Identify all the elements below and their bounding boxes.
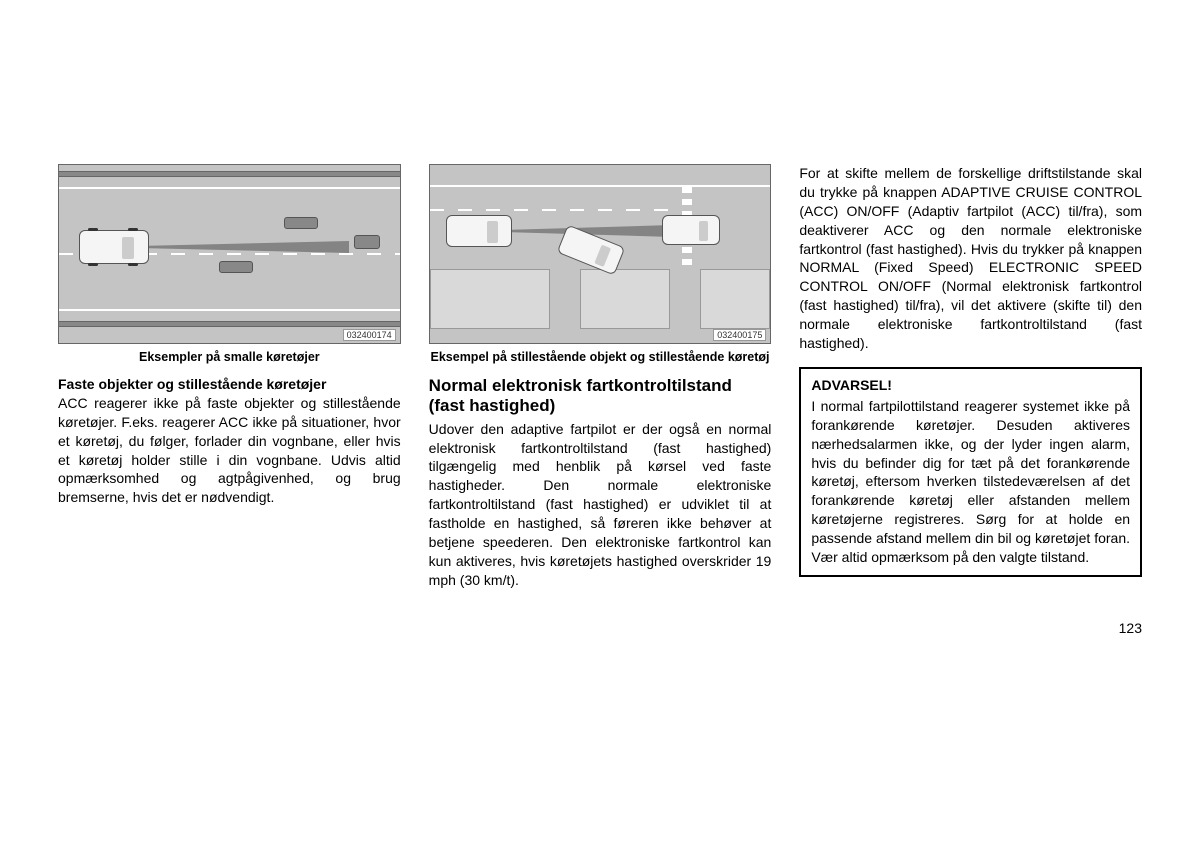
page-number: 123 xyxy=(58,620,1142,636)
figure-id-label: 032400175 xyxy=(713,329,766,341)
subheading: Faste objekter og stillestående køretøje… xyxy=(58,376,401,392)
column-3: For at skifte mellem de forskellige drif… xyxy=(799,164,1142,590)
column-2: 032400175 Eksempel på stillestående obje… xyxy=(429,164,772,590)
warning-title: ADVARSEL! xyxy=(811,377,1130,393)
body-text: For at skifte mellem de forskellige drif… xyxy=(799,164,1142,353)
page-columns: 032400174 Eksempler på smalle køretøjer … xyxy=(58,164,1142,590)
figure-caption: Eksempel på stillestående objekt og stil… xyxy=(429,349,772,366)
warning-box: ADVARSEL! I normal fartpilottilstand rea… xyxy=(799,367,1142,577)
figure-narrow-vehicles: 032400174 xyxy=(58,164,401,344)
figure-caption: Eksempler på smalle køretøjer xyxy=(58,349,401,366)
column-1: 032400174 Eksempler på smalle køretøjer … xyxy=(58,164,401,590)
warning-body: I normal fartpilottilstand reagerer syst… xyxy=(811,397,1130,567)
section-heading: Normal elektronisk fartkontroltilstand (… xyxy=(429,376,772,417)
body-text: Udover den adaptive fartpilot er der ogs… xyxy=(429,420,772,590)
figure-stationary-object: 032400175 xyxy=(429,164,772,344)
body-text: ACC reagerer ikke på faste objekter og s… xyxy=(58,394,401,507)
figure-id-label: 032400174 xyxy=(343,329,396,341)
